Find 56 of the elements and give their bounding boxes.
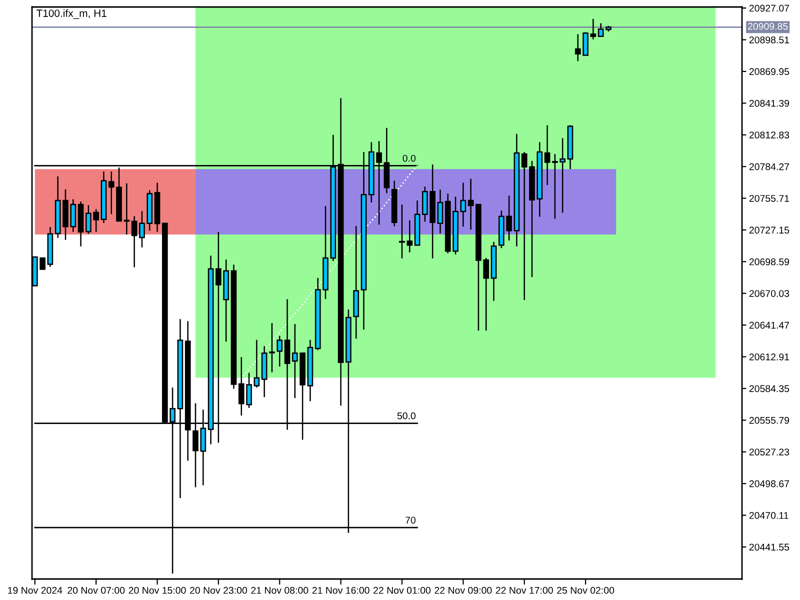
y-tick-label: 20755.71	[749, 194, 790, 202]
x-tick-label: 22 Nov 17:00	[496, 586, 553, 594]
candlestick	[414, 200, 420, 246]
candlestick	[307, 339, 314, 402]
x-tick-label: 20 Nov 23:00	[190, 586, 247, 594]
candlestick	[353, 225, 360, 340]
candlestick	[598, 22, 604, 38]
y-tick-label: 20869.95	[749, 68, 790, 76]
series-label: 0.0	[402, 154, 416, 162]
y-tick-label: 20784.27	[749, 163, 790, 170]
candlestick	[590, 18, 596, 40]
candlestick	[254, 339, 260, 388]
candlestick	[514, 133, 520, 248]
y-tick-label: 20584.35	[749, 385, 790, 392]
candlestick	[391, 180, 398, 227]
y-tick-label: 20698.59	[749, 258, 790, 266]
y-tick-label: 20898.51	[749, 36, 790, 44]
y-tick-label: 20441.55	[749, 544, 790, 551]
y-tick-label: 20641.47	[749, 322, 790, 329]
x-tick-label: 22 Nov 09:00	[434, 586, 492, 594]
x-tick-label: 25 Nov 02:00	[557, 586, 614, 594]
y-tick-label: 20612.91	[749, 353, 790, 360]
candlestick	[468, 178, 474, 230]
x-tick-label: 19 Nov 2024	[8, 586, 62, 594]
candlestick	[47, 226, 54, 268]
candlestick	[131, 216, 138, 268]
candlestick	[100, 170, 107, 224]
x-tick-label: 20 Nov 07:00	[68, 586, 125, 594]
x-tick-label: 20 Nov 15:00	[128, 586, 186, 594]
candlestick	[567, 124, 574, 170]
y-tick-label: 20470.11	[749, 512, 788, 519]
ref-line-label: 20909.85	[748, 22, 788, 30]
candlestick	[154, 182, 160, 233]
x-tick-label: 22 Nov 01:00	[374, 586, 431, 594]
candlestick	[606, 25, 612, 32]
y-tick-label: 20841.39	[749, 100, 790, 107]
y-tick-label: 20727.15	[749, 226, 790, 234]
candlestick	[78, 200, 84, 248]
y-tick-label: 20498.67	[749, 480, 790, 488]
candlestick	[124, 182, 130, 236]
y-tick-label: 20927.07	[749, 4, 790, 12]
x-tick-label: 21 Nov 08:00	[251, 586, 308, 594]
series-label: 70	[406, 516, 416, 524]
y-tick-label: 20670.03	[749, 290, 790, 297]
x-tick-label: 21 Nov 16:00	[312, 586, 370, 594]
y-tick-label: 20812.83	[749, 132, 790, 138]
candlestick	[276, 335, 283, 368]
candlestick	[490, 241, 497, 302]
y-tick-label: 20555.79	[749, 416, 790, 424]
series-label: 50.0	[397, 412, 416, 420]
candlestick	[437, 188, 444, 234]
y-tick-label: 20527.23	[749, 448, 790, 456]
chart-title: T100.ifx_m, H1	[36, 9, 106, 19]
candlestick	[544, 124, 550, 186]
candlestick	[460, 182, 466, 228]
candlestick	[230, 264, 237, 390]
